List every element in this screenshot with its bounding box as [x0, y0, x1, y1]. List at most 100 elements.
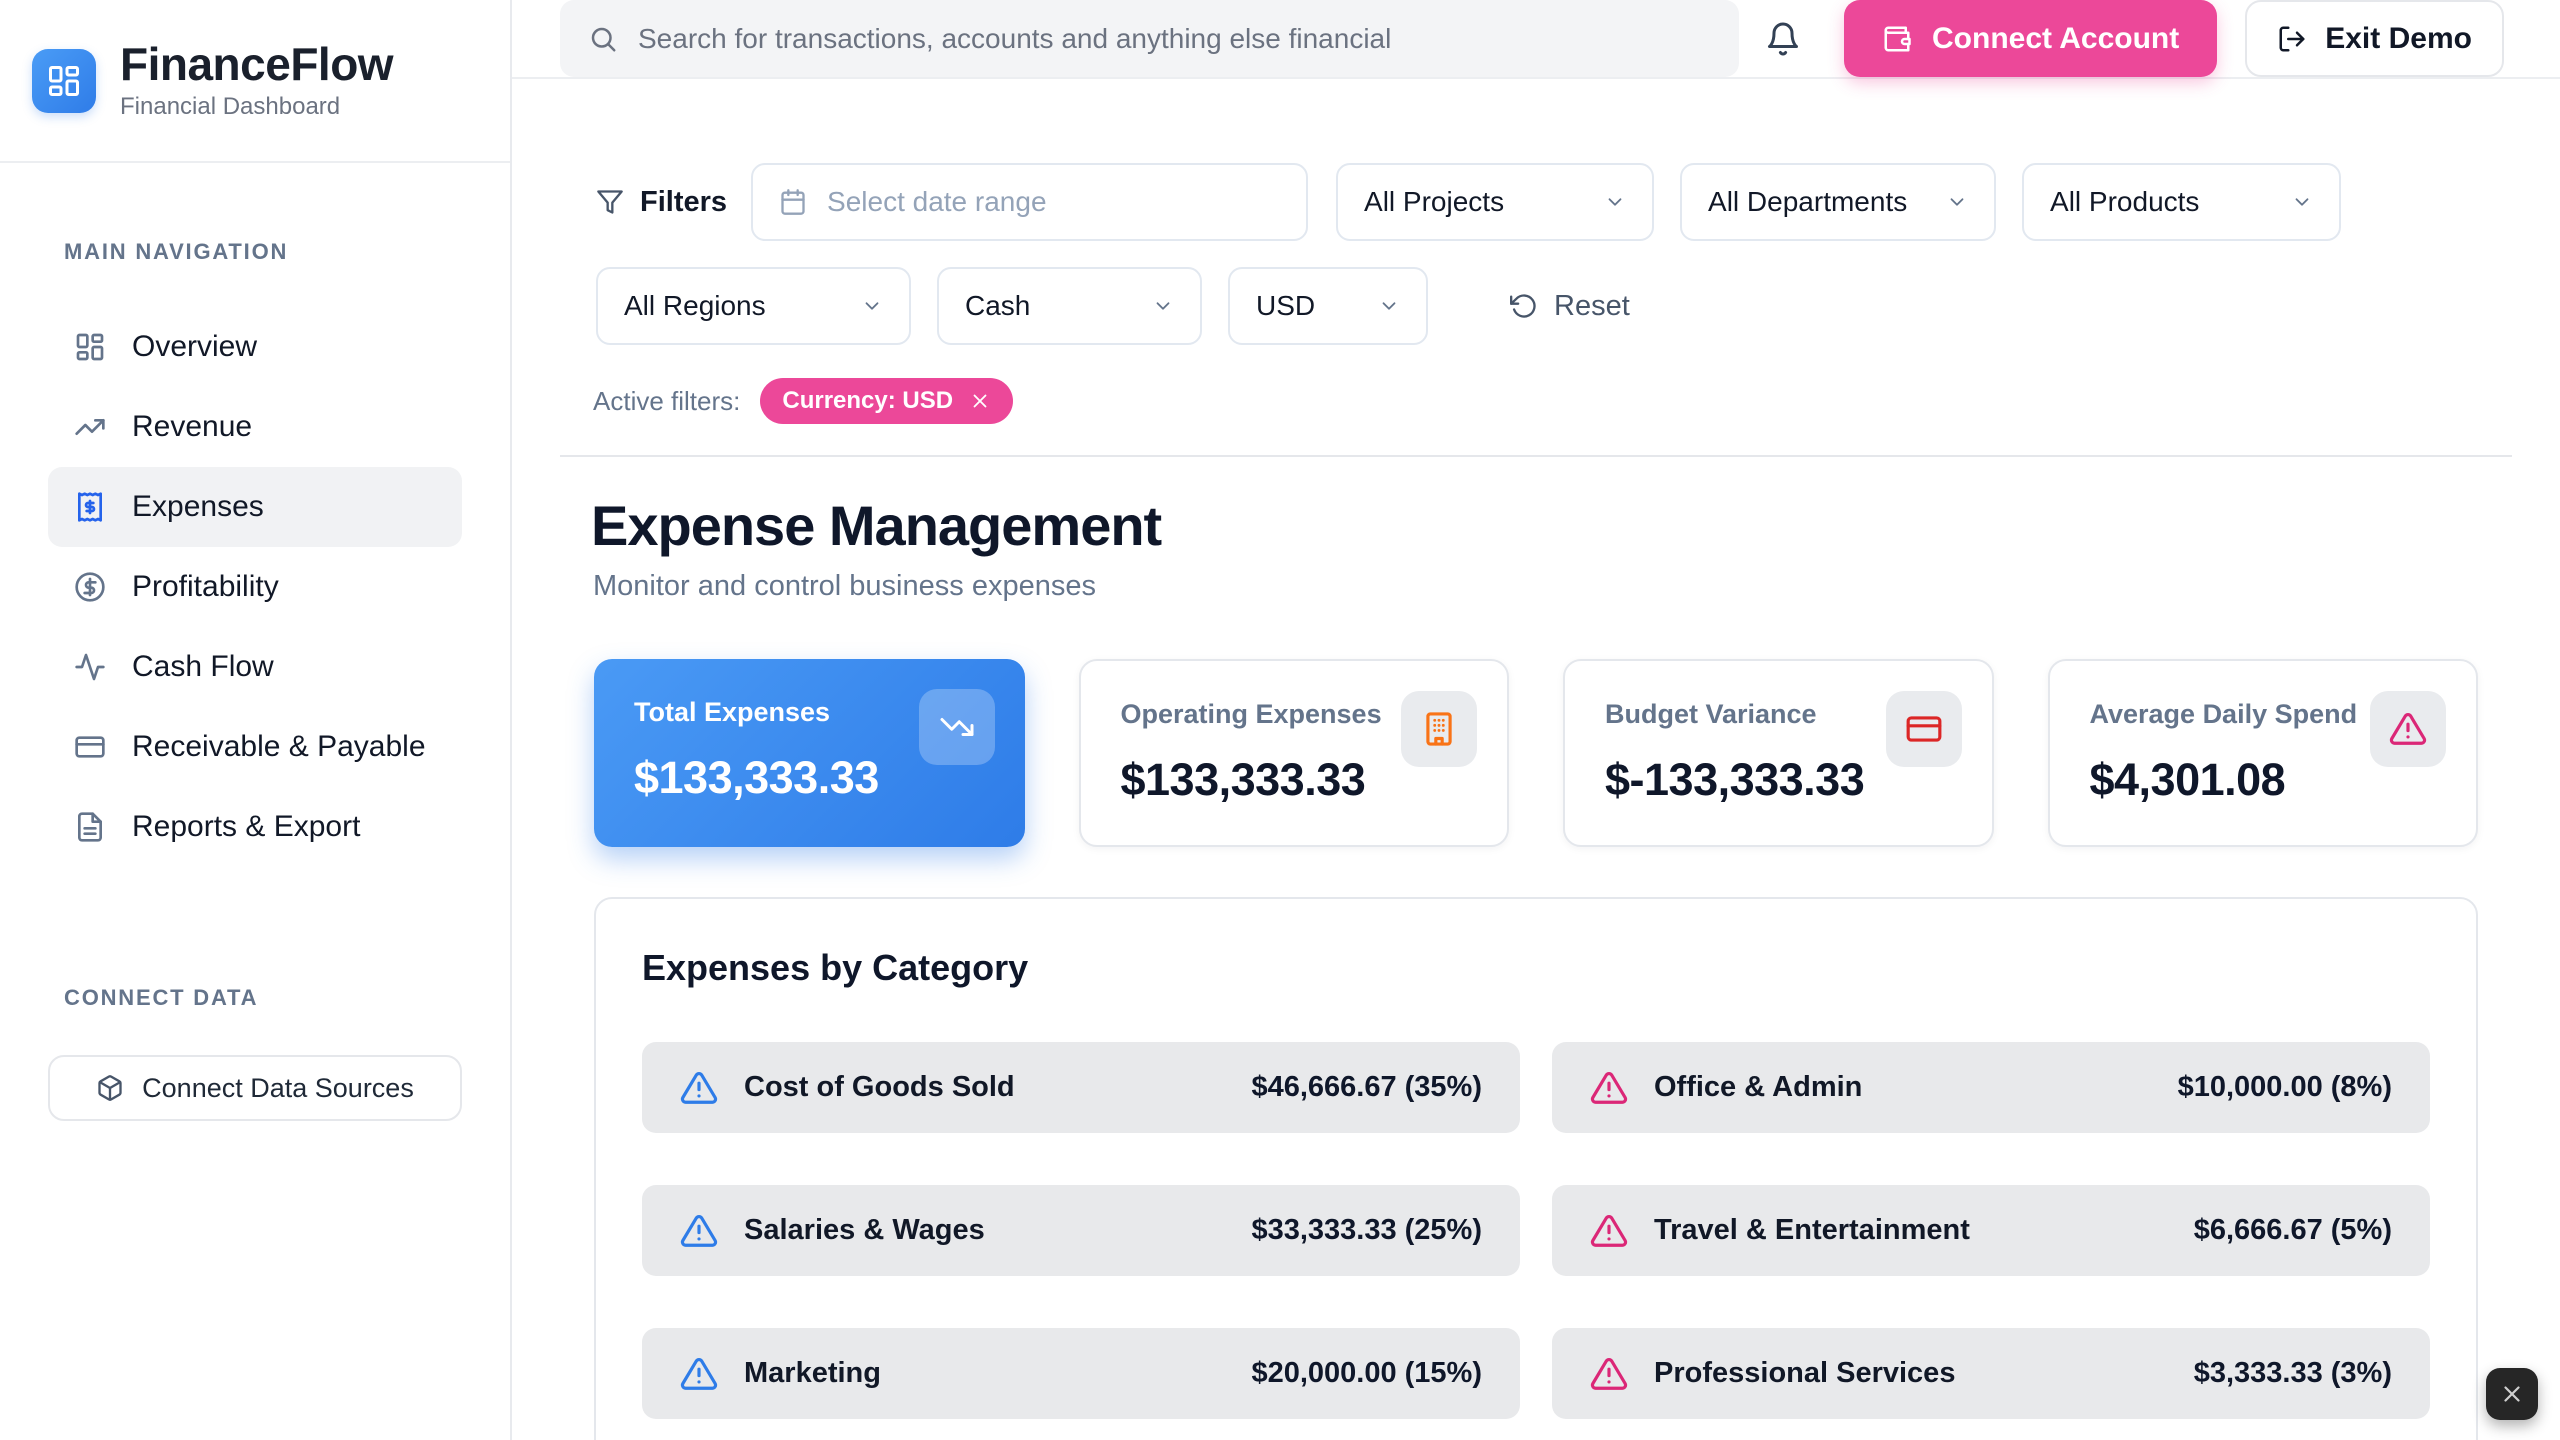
page-title: Expense Management	[591, 494, 1162, 557]
nav-section-heading: MAIN NAVIGATION	[64, 239, 289, 264]
category-value: $6,666.67 (5%)	[2193, 1214, 2392, 1246]
sidebar-item-expenses[interactable]: Expenses	[48, 467, 462, 547]
sidebar-item-revenue[interactable]: Revenue	[48, 387, 462, 467]
kpi-operating-expenses[interactable]: Operating Expenses $133,333.33	[1078, 659, 1509, 847]
sidebar: FinanceFlow Financial Dashboard MAIN NAV…	[0, 0, 512, 1440]
brand-header: FinanceFlow Financial Dashboard	[0, 0, 510, 163]
funnel-icon	[596, 188, 624, 216]
package-icon	[96, 1074, 124, 1102]
sidebar-item-overview[interactable]: Overview	[48, 307, 462, 387]
receipt-icon	[74, 491, 106, 523]
connect-data-heading: CONNECT DATA	[64, 985, 259, 1010]
kpi-budget-variance[interactable]: Budget Variance $-133,333.33	[1563, 659, 1994, 847]
alert-triangle-icon	[1590, 1212, 1628, 1250]
exit-demo-button[interactable]: Exit Demo	[2245, 0, 2504, 77]
close-icon[interactable]	[969, 390, 991, 412]
category-row-cost-of-goods-sold[interactable]: Cost of Goods Sold $46,666.67 (35%)	[642, 1042, 1520, 1133]
alert-triangle-icon	[680, 1069, 718, 1107]
category-value: $3,333.33 (3%)	[2193, 1357, 2392, 1389]
category-row-salaries-wages[interactable]: Salaries & Wages $33,333.33 (25%)	[642, 1185, 1520, 1276]
products-select[interactable]: All Products	[2022, 163, 2342, 241]
panel-title: Expenses by Category	[642, 947, 1029, 988]
sidebar-item-label: Receivable & Payable	[132, 730, 426, 763]
kpi-value: $133,333.33	[1120, 754, 1366, 805]
search-icon	[588, 24, 618, 54]
alert-triangle-icon	[1590, 1069, 1628, 1107]
credit-card-icon	[74, 731, 106, 763]
category-row-office-admin[interactable]: Office & Admin $10,000.00 (8%)	[1552, 1042, 2430, 1133]
credit-card-icon	[1905, 710, 1943, 748]
page-subtitle: Monitor and control business expenses	[593, 570, 1096, 602]
filters-row-1: Filters Select date range All Projects A…	[560, 163, 2512, 241]
kpi-value: $-133,333.33	[1605, 754, 1865, 805]
regions-select[interactable]: All Regions	[596, 267, 911, 345]
chevron-down-icon	[861, 295, 883, 317]
search-bar[interactable]	[560, 0, 1739, 77]
trending-up-icon	[74, 411, 106, 443]
app-title: FinanceFlow	[120, 38, 394, 91]
notifications-button[interactable]	[1765, 21, 1801, 57]
kpi-average-daily-spend[interactable]: Average Daily Spend $4,301.08	[2047, 659, 2478, 847]
category-value: $10,000.00 (8%)	[2177, 1071, 2392, 1103]
date-range-placeholder: Select date range	[827, 186, 1047, 217]
chevron-down-icon	[1604, 191, 1626, 213]
alert-triangle-icon	[1590, 1355, 1628, 1393]
content: Filters Select date range All Projects A…	[512, 79, 2560, 1440]
sidebar-item-label: Cash Flow	[132, 650, 274, 683]
main-area: Connect Account Exit Demo Filters Select…	[512, 0, 2560, 1440]
calendar-icon	[779, 188, 807, 216]
search-input[interactable]	[638, 22, 1711, 55]
alert-triangle-icon	[680, 1212, 718, 1250]
layout-dashboard-icon	[74, 331, 106, 363]
category-row-travel-entertainment[interactable]: Travel & Entertainment $6,666.67 (5%)	[1552, 1185, 2430, 1276]
sidebar-item-label: Reports & Export	[132, 810, 361, 843]
app-tagline: Financial Dashboard	[120, 92, 341, 120]
currency-select[interactable]: USD	[1228, 267, 1428, 345]
file-text-icon	[74, 811, 106, 843]
category-value: $46,666.67 (35%)	[1251, 1071, 1482, 1103]
circle-dollar-icon	[74, 571, 106, 603]
sidebar-item-label: Overview	[132, 330, 258, 363]
chevron-down-icon	[1378, 295, 1400, 317]
date-range-input[interactable]: Select date range	[751, 163, 1309, 241]
sidebar-item-label: Profitability	[132, 570, 279, 603]
main-navigation: Overview Revenue Expenses Profitability …	[0, 307, 510, 867]
currency-filter-chip[interactable]: Currency: USD	[760, 378, 1014, 424]
connect-account-button[interactable]: Connect Account	[1844, 0, 2218, 77]
trending-down-icon	[939, 709, 975, 745]
sidebar-item-cash-flow[interactable]: Cash Flow	[48, 627, 462, 707]
kpi-total-expenses[interactable]: Total Expenses $133,333.33	[594, 659, 1025, 847]
sidebar-item-profitability[interactable]: Profitability	[48, 547, 462, 627]
payment-method-select[interactable]: Cash	[937, 267, 1202, 345]
departments-select[interactable]: All Departments	[1680, 163, 1997, 241]
chevron-down-icon	[1946, 191, 1968, 213]
expenses-by-category-panel: Expenses by Category Cost of Goods Sold …	[594, 897, 2478, 1440]
section-divider	[560, 455, 2512, 457]
kpi-cards: Total Expenses $133,333.33 Operating Exp…	[594, 659, 2478, 847]
wallet-icon	[1882, 24, 1912, 54]
activity-icon	[74, 651, 106, 683]
category-row-marketing[interactable]: Marketing $20,000.00 (15%)	[642, 1328, 1520, 1419]
category-list: Cost of Goods Sold $46,666.67 (35%) Offi…	[642, 1042, 2430, 1419]
category-row-professional-services[interactable]: Professional Services $3,333.33 (3%)	[1552, 1328, 2430, 1419]
category-value: $20,000.00 (15%)	[1251, 1357, 1482, 1389]
alert-triangle-icon	[680, 1355, 718, 1393]
kpi-value: $133,333.33	[634, 752, 879, 803]
logout-icon	[2277, 24, 2307, 54]
projects-select[interactable]: All Projects	[1336, 163, 1655, 241]
sidebar-item-receivable-payable[interactable]: Receivable & Payable	[48, 707, 462, 787]
chevron-down-icon	[2291, 191, 2313, 213]
active-filters-label: Active filters:	[593, 385, 741, 416]
reset-filters-button[interactable]: Reset	[1510, 290, 1630, 323]
chevron-down-icon	[1152, 295, 1174, 317]
topbar: Connect Account Exit Demo	[512, 0, 2560, 79]
connect-data-sources-button[interactable]: Connect Data Sources	[48, 1055, 462, 1121]
app-logo	[32, 48, 96, 113]
dashboard-logo-icon	[46, 63, 82, 99]
filters-row-2: All Regions Cash USD Reset	[560, 267, 2512, 345]
close-icon	[2499, 1381, 2525, 1407]
building-icon	[1420, 710, 1458, 748]
sidebar-item-reports-export[interactable]: Reports & Export	[48, 787, 462, 867]
floating-close-button[interactable]	[2486, 1368, 2538, 1420]
sidebar-item-label: Revenue	[132, 410, 253, 443]
